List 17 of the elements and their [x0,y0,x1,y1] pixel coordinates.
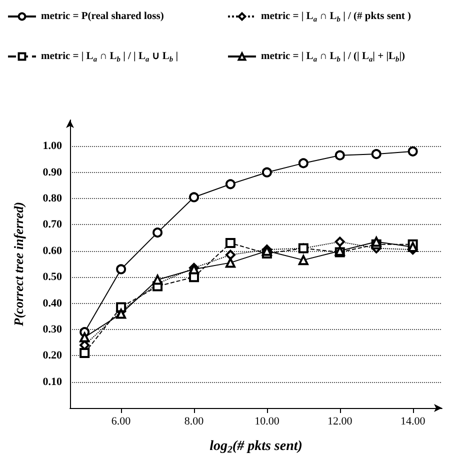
legend-label: metric = P(real shared loss) [41,11,164,22]
y-tick-label: 0.10 [42,376,62,388]
y-tick-label: 0.70 [42,218,62,231]
x-tick-label: 10.00 [254,416,280,428]
y-tick-label: 0.20 [42,350,62,362]
y-tick-label: 0.60 [42,244,62,257]
y-axis-title: P(correct tree inferred) [11,202,26,326]
y-tick-label: 0.50 [42,271,62,284]
x-tick-label: 6.00 [111,416,132,428]
y-tick-label: 0.30 [42,323,62,336]
x-tick-label: 14.00 [400,416,426,428]
y-tick-label: 0.90 [42,166,62,178]
x-tick-label: 8.00 [184,416,204,428]
y-tick-label: 1.00 [42,140,62,152]
y-tick-label: 0.80 [42,192,62,205]
y-tick-label: 0.40 [42,297,62,310]
x-tick-label: 12.00 [328,416,353,428]
